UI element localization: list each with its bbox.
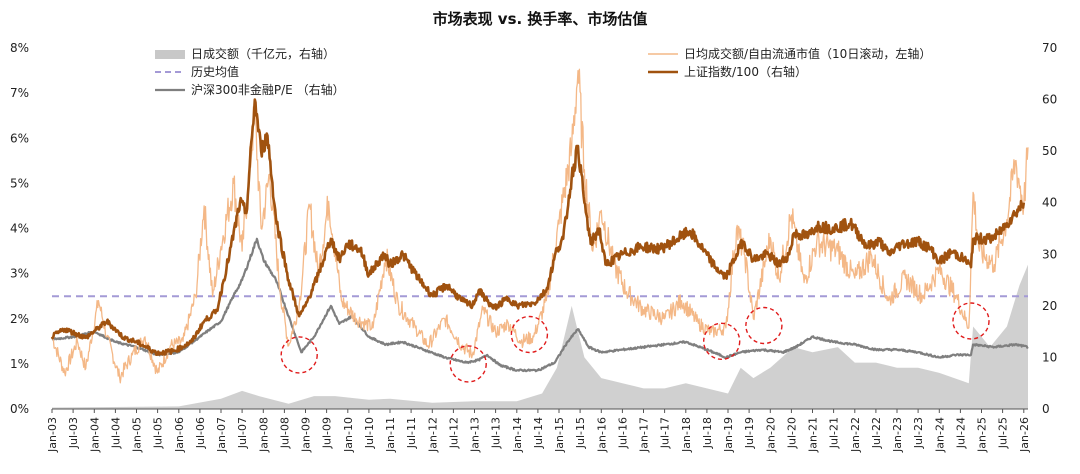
x-tick-label: Jul-13 [490, 417, 503, 449]
right-tick-label: 40 [1042, 196, 1057, 210]
x-tick-label: Jan-08 [257, 417, 270, 453]
x-tick-label: Jan-16 [595, 417, 608, 453]
x-tick-label: Jan-07 [215, 417, 228, 453]
x-tick-label: Jan-21 [807, 417, 820, 453]
left-tick-label: 0% [10, 402, 29, 416]
legend-item-sh: 上证指数/100（右轴） [648, 64, 807, 79]
legend-label-sh: 上证指数/100（右轴） [684, 64, 807, 79]
x-tick-label: Jan-14 [511, 417, 524, 453]
left-tick-label: 4% [10, 222, 29, 236]
x-tick-label: Jan-26 [1018, 417, 1031, 453]
x-tick-label: Jan-12 [426, 417, 439, 453]
x-tick-label: Jan-23 [891, 417, 904, 453]
x-tick-label: Jan-06 [173, 417, 186, 453]
sh-index-series [50, 98, 1026, 356]
x-tick-label: Jan-17 [638, 417, 651, 453]
x-tick-label: Jan-22 [849, 417, 862, 453]
x-tick-label: Jul-16 [616, 417, 629, 449]
axes: 0% 1% 2% 3% 4% 5% 6% 7% 8% 0 10 20 30 40 50 60 70 Jan-03 J… [10, 41, 1057, 453]
highlight-circle-6 [952, 302, 990, 340]
x-tick-label: Jan-24 [933, 417, 946, 453]
highlight-circle-4 [703, 322, 741, 360]
right-tick-label: 20 [1042, 299, 1057, 313]
left-tick-label: 3% [10, 267, 29, 281]
highlight-circle-3 [510, 315, 549, 354]
x-tick-label: Jul-08 [278, 417, 291, 449]
x-tick-label: Jan-09 [300, 417, 313, 453]
x-tick-label: Jan-11 [384, 417, 397, 453]
x-tick-label: Jan-18 [680, 417, 693, 453]
pe-series [51, 237, 1029, 373]
x-tick-label: Jan-19 [722, 417, 735, 453]
x-tick-label: Jan-15 [553, 417, 566, 453]
x-tick-label: Jul-19 [743, 417, 756, 449]
x-tick-label: Jul-23 [912, 417, 925, 449]
right-tick-label: 0 [1042, 402, 1050, 416]
right-tick-label: 60 [1042, 93, 1057, 107]
highlight-circle-2 [449, 345, 487, 383]
sh-line [50, 98, 1026, 356]
left-tick-label: 6% [10, 131, 29, 145]
left-tick-label: 1% [10, 357, 29, 371]
legend-item-turnover: 日均成交额/自由流通市值（10日滚动，左轴） [648, 46, 931, 61]
left-tick-label: 5% [10, 176, 29, 190]
x-tick-label: Jul-03 [67, 417, 80, 449]
x-tick-label: Jul-07 [236, 417, 249, 449]
x-tick-label: Jul-09 [321, 417, 334, 449]
x-tick-label: Jul-22 [870, 417, 883, 449]
x-tick-label: Jul-10 [363, 417, 376, 449]
x-tick-label: Jul-25 [997, 417, 1010, 449]
x-tick-label: Jul-15 [574, 417, 587, 449]
left-tick-label: 8% [10, 41, 29, 55]
x-tick-label: Jan-20 [764, 417, 777, 453]
x-tick-label: Jul-14 [532, 417, 545, 449]
volume-area [52, 264, 1028, 409]
right-tick-label: 50 [1042, 144, 1057, 158]
x-tick-label: Jul-06 [194, 417, 207, 449]
x-tick-label: Jul-24 [954, 417, 967, 449]
x-tick-label: Jan-04 [88, 417, 101, 453]
x-tick-label: Jul-18 [701, 417, 714, 449]
legend-label-turnover: 日均成交额/自由流通市值（10日滚动，左轴） [684, 46, 931, 61]
x-tick-label: Jan-25 [976, 417, 989, 453]
turnover-line [51, 68, 1029, 384]
highlight-circle-1 [280, 336, 318, 374]
right-tick-label: 10 [1042, 350, 1057, 364]
x-tick-label: Jul-04 [109, 417, 122, 449]
x-tick-label: Jul-20 [785, 417, 798, 449]
x-tick-label: Jan-05 [131, 417, 144, 453]
legend-label-mean: 历史均值 [191, 64, 239, 79]
volume-series [52, 264, 1028, 409]
highlight-circles [280, 302, 990, 383]
legend-item-mean: 历史均值 [155, 64, 239, 79]
left-tick-label: 2% [10, 312, 29, 326]
x-tick-label: Jan-03 [46, 417, 59, 453]
legend-item-volume: 日成交额（千亿元，右轴） [155, 46, 335, 61]
right-tick-label: 30 [1042, 247, 1057, 261]
x-tick-label: Jul-21 [828, 417, 841, 449]
legend-item-pe: 沪深300非金融P/E （右轴） [155, 82, 345, 97]
chart-title: 市场表现 vs. 换手率、市场估值 [433, 10, 648, 28]
pe-line [51, 237, 1029, 373]
legend-label-pe: 沪深300非金融P/E （右轴） [191, 82, 345, 97]
x-tick-label: Jul-05 [152, 417, 165, 449]
x-tick-label: Jul-11 [405, 417, 418, 449]
legend-swatch-volume [155, 50, 185, 59]
x-tick-label: Jul-12 [447, 417, 460, 449]
x-tick-label: Jan-13 [469, 417, 482, 453]
highlight-circle-5 [745, 306, 783, 345]
x-tick-label: Jul-17 [659, 417, 672, 449]
left-tick-label: 7% [10, 86, 29, 100]
right-tick-label: 70 [1042, 41, 1057, 55]
x-tick-label: Jan-10 [342, 417, 355, 453]
turnover-series [51, 68, 1029, 384]
legend-label-volume: 日成交额（千亿元，右轴） [191, 46, 335, 61]
